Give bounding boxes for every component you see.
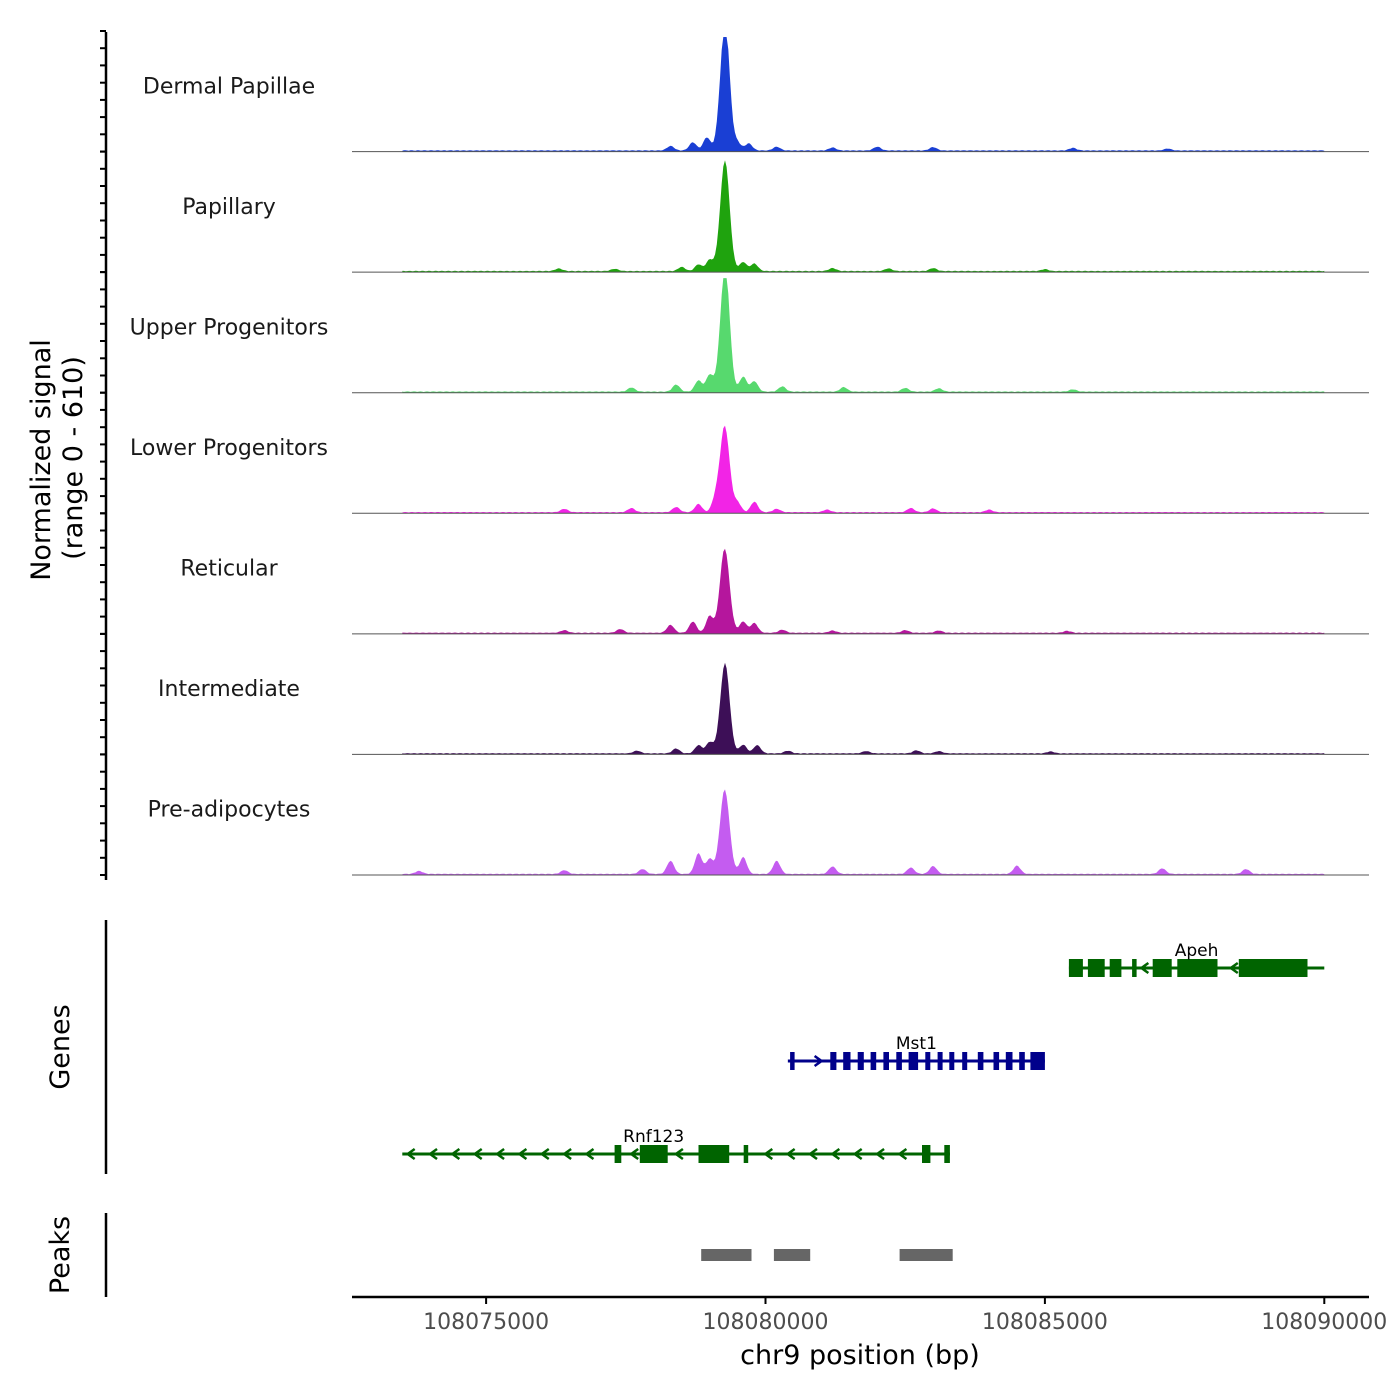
exon-mst1 [790,1052,795,1070]
exon-rnf123 [922,1145,931,1163]
signal-area-papillary [402,160,1325,273]
gene-mst1: Mst1 [787,1034,1045,1070]
track-papillary [352,160,1369,273]
track-intermediate [352,662,1369,755]
signal-area-intermediate [402,662,1325,755]
exon-apeh [1068,959,1083,977]
strand-arrow-icon [874,1147,885,1161]
strand-arrow-icon [852,1147,863,1161]
track-labels: Dermal Papillae Papillary Upper Progenitor… [130,74,329,822]
exon-apeh [1087,959,1105,977]
x-tick-label: 108075000 [423,1310,549,1335]
peak-region [773,1249,811,1261]
strand-arrow-icon [584,1147,595,1161]
gene-apeh: Apeh [1068,941,1325,977]
exon-apeh [1177,959,1218,977]
track-label-papillary: Papillary [182,195,276,220]
x-tick-label: 108080000 [703,1310,829,1335]
strand-arrow-icon [763,1147,774,1161]
exon-mst1 [925,1052,931,1070]
signal-y-ticks [100,30,106,876]
track-dermal-papillae [352,37,1369,153]
strand-arrow-icon [1228,961,1239,975]
strand-arrow-icon [405,1147,416,1161]
coverage-tracks [352,37,1369,876]
gene-rnf123: Rnf123 [402,1127,950,1163]
strand-arrow-icon [785,1147,796,1161]
strand-arrow-icon [450,1147,461,1161]
exon-mst1 [883,1052,889,1070]
y-axis-title-line2: (range 0 - 610) [58,356,89,560]
signal-area-pre-adipocytes [402,789,1325,875]
gene-label-mst1: Mst1 [896,1034,937,1054]
strand-arrow-icon [472,1147,483,1161]
exon-apeh [1109,959,1122,977]
exon-apeh [1132,959,1137,977]
strand-arrow-icon [830,1147,841,1161]
exon-rnf123 [743,1145,749,1163]
x-tick-label: 108085000 [982,1310,1108,1335]
signal-area-upper-progenitors [402,278,1325,393]
exon-mst1 [977,1052,984,1070]
exon-mst1 [1019,1052,1025,1070]
strand-arrow-icon [494,1147,505,1161]
peaks-panel-title: Peaks [45,1216,76,1294]
strand-arrow-icon [1139,961,1150,975]
genes-panel-title: Genes [45,1004,76,1089]
exon-mst1 [870,1052,877,1070]
exon-rnf123 [614,1145,622,1163]
signal-area-dermal-papillae [402,37,1325,152]
signal-y-axis [100,30,108,880]
gene-label-rnf123: Rnf123 [623,1127,684,1147]
strand-arrow-icon [561,1147,572,1161]
strand-arrow-icon [807,1147,818,1161]
exon-mst1 [949,1052,955,1070]
exon-mst1 [908,1052,919,1070]
track-reticular [352,548,1369,635]
peak-region [899,1249,953,1261]
exon-mst1 [857,1052,864,1070]
exon-rnf123 [698,1145,730,1163]
signal-area-reticular [402,548,1325,634]
exon-mst1 [843,1052,851,1070]
x-tick-label: 108090000 [1261,1310,1387,1335]
track-label-lower-progenitors: Lower Progenitors [130,436,328,461]
peak-region [701,1249,752,1261]
track-pre-adipocytes [352,789,1369,876]
track-label-pre-adipocytes: Pre-adipocytes [148,798,311,823]
track-lower-progenitors [352,425,1369,514]
strand-arrow-icon [673,1147,684,1161]
track-label-dermal-papillae: Dermal Papillae [143,74,315,99]
exon-apeh [1152,959,1172,977]
exon-apeh [1238,959,1308,977]
exon-rnf123 [639,1145,668,1163]
x-axis-title: chr9 position (bp) [740,1340,980,1371]
strand-arrow-icon [517,1147,528,1161]
track-label-reticular: Reticular [180,557,278,582]
track-label-intermediate: Intermediate [158,677,300,702]
track-label-upper-progenitors: Upper Progenitors [130,315,329,340]
x-axis-ticks: 108075000 108080000 108085000 108090000 [423,1297,1387,1335]
exon-mst1 [937,1052,943,1070]
exon-mst1 [830,1052,837,1070]
strand-arrow-icon [897,1147,908,1161]
exon-mst1 [962,1052,968,1070]
strand-arrow-icon [813,1054,824,1068]
exon-mst1 [1030,1052,1045,1070]
track-upper-progenitors [352,278,1369,394]
exon-mst1 [993,1052,1000,1070]
signal-area-lower-progenitors [402,425,1325,514]
gene-label-apeh: Apeh [1175,941,1219,961]
y-axis-title-line1: Normalized signal [26,339,57,581]
peak-regions [701,1249,953,1261]
strand-arrow-icon [427,1147,438,1161]
exon-mst1 [896,1052,902,1070]
strand-arrow-icon [629,1147,639,1161]
strand-arrow-icon [539,1147,550,1161]
exon-mst1 [1005,1052,1013,1070]
gene-annotations: Apeh Mst1 Rnf123 [402,941,1325,1163]
exon-rnf123 [944,1145,950,1163]
